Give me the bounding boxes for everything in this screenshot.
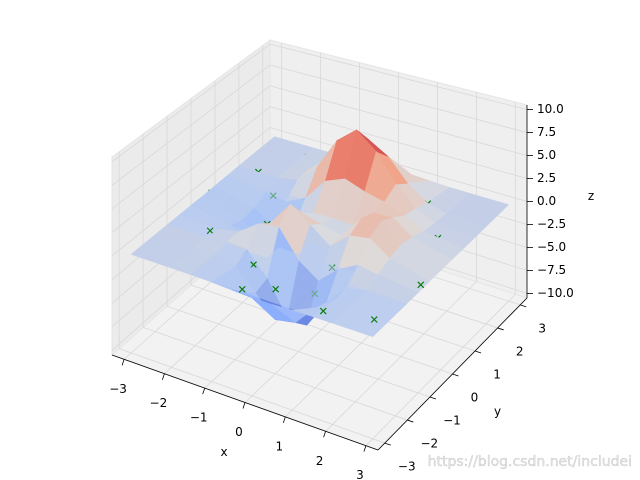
- tick-mark: [121, 359, 125, 366]
- plane-cell: [242, 198, 275, 215]
- plane-cell: [295, 270, 327, 289]
- plane-cell: [202, 185, 255, 208]
- tick-mark: [429, 396, 437, 400]
- tick-mark: [282, 416, 286, 424]
- tick-mark: [452, 373, 459, 377]
- grid-line: [142, 327, 408, 421]
- plane-cell: [266, 247, 299, 265]
- plane-cell: [275, 264, 307, 282]
- grid-line: [166, 305, 431, 398]
- scatter-marker: [319, 307, 327, 315]
- tick-mark: [407, 419, 414, 423]
- z-tick-label: −7.5: [537, 263, 566, 277]
- plane-cell: [306, 260, 339, 278]
- plane-cell: [215, 244, 247, 262]
- y-tick-label: 0: [471, 391, 479, 405]
- tick-mark: [323, 431, 326, 438]
- z-tick-label: 2.5: [537, 171, 556, 185]
- y-axis-label: y: [494, 405, 501, 419]
- y-tick-label: −1: [443, 414, 461, 428]
- x-tick-label: −2: [150, 396, 168, 410]
- x-tick-label: 3: [356, 468, 364, 480]
- scatter-marker: [206, 227, 214, 235]
- plane-cell: [272, 281, 316, 310]
- tick-mark: [497, 327, 504, 331]
- grid-line: [269, 106, 528, 179]
- y-tick-label: −2: [420, 437, 438, 451]
- tick-mark: [384, 442, 391, 446]
- z-tick-label: −10.0: [537, 286, 574, 300]
- grid-line: [111, 43, 271, 163]
- z-tick-label: 5.0: [537, 148, 556, 162]
- plane-cell: [235, 251, 267, 268]
- scatter-marker: [370, 316, 378, 323]
- grid-line: [111, 106, 271, 233]
- plane-cell: [286, 253, 319, 271]
- x-tick-label: −1: [190, 411, 208, 425]
- plane-cell: [274, 194, 306, 211]
- x-axis: [111, 354, 379, 451]
- plane-cell: [312, 294, 356, 323]
- plane-cell: [252, 274, 296, 303]
- grid-line: [111, 64, 271, 186]
- x-axis-label: x: [220, 445, 227, 459]
- plane-cell: [226, 166, 278, 189]
- plane-cell: [335, 284, 367, 302]
- plane-cell: [298, 243, 330, 261]
- y-tick-label: 1: [493, 367, 501, 381]
- grid-line: [269, 85, 528, 156]
- plane-cell: [355, 290, 407, 315]
- z-tick-label: −5.0: [537, 240, 566, 254]
- plane-cell: [292, 288, 336, 317]
- y-tick-label: 2: [516, 344, 524, 358]
- z-tick-label: 7.5: [537, 125, 556, 139]
- grid-line: [111, 85, 271, 210]
- plane-cell: [211, 261, 256, 289]
- plane-cell: [179, 205, 231, 228]
- scatter-marker: [272, 285, 280, 293]
- grid-line: [111, 127, 271, 257]
- grid-line: [269, 64, 528, 133]
- scatter-marker: [417, 281, 425, 289]
- x-tick-label: 1: [275, 439, 283, 453]
- plane-cell: [191, 254, 236, 282]
- z-tick-label: 0.0: [537, 194, 556, 208]
- watermark: https://blog.csdn.net/includei: [428, 454, 632, 470]
- tick-mark: [242, 402, 246, 409]
- y-tick-label: 3: [538, 321, 546, 335]
- grid-line: [119, 348, 385, 444]
- plane-cell: [190, 195, 243, 218]
- y-axis: [377, 297, 528, 451]
- plane-cell: [167, 215, 219, 238]
- tick-mark: [363, 445, 367, 452]
- grid-line: [190, 284, 453, 375]
- plane-cell: [254, 188, 286, 205]
- z-tick-label: 10.0: [537, 102, 564, 116]
- tick-mark: [202, 387, 206, 395]
- x-tick-label: −3: [109, 382, 127, 396]
- y-tick-label: −3: [398, 460, 416, 474]
- tick-mark: [520, 304, 527, 308]
- plane-cell: [230, 208, 263, 225]
- grid-line: [269, 43, 528, 110]
- plane-cell: [266, 178, 298, 195]
- scatter-marker: [250, 261, 257, 269]
- tick-mark: [162, 373, 165, 380]
- plane-cell: [255, 257, 287, 275]
- plane-cell: [332, 301, 396, 337]
- z-axis-label: z: [588, 189, 594, 203]
- scatter-marker: [238, 285, 246, 293]
- plane-cell: [315, 277, 347, 295]
- tick-mark: [474, 350, 482, 354]
- x-tick-label: 0: [235, 425, 243, 439]
- plane-cell: [326, 266, 359, 284]
- plane-cell: [214, 175, 267, 199]
- z-tick-label: −2.5: [537, 217, 566, 231]
- x-tick-label: 2: [316, 454, 324, 468]
